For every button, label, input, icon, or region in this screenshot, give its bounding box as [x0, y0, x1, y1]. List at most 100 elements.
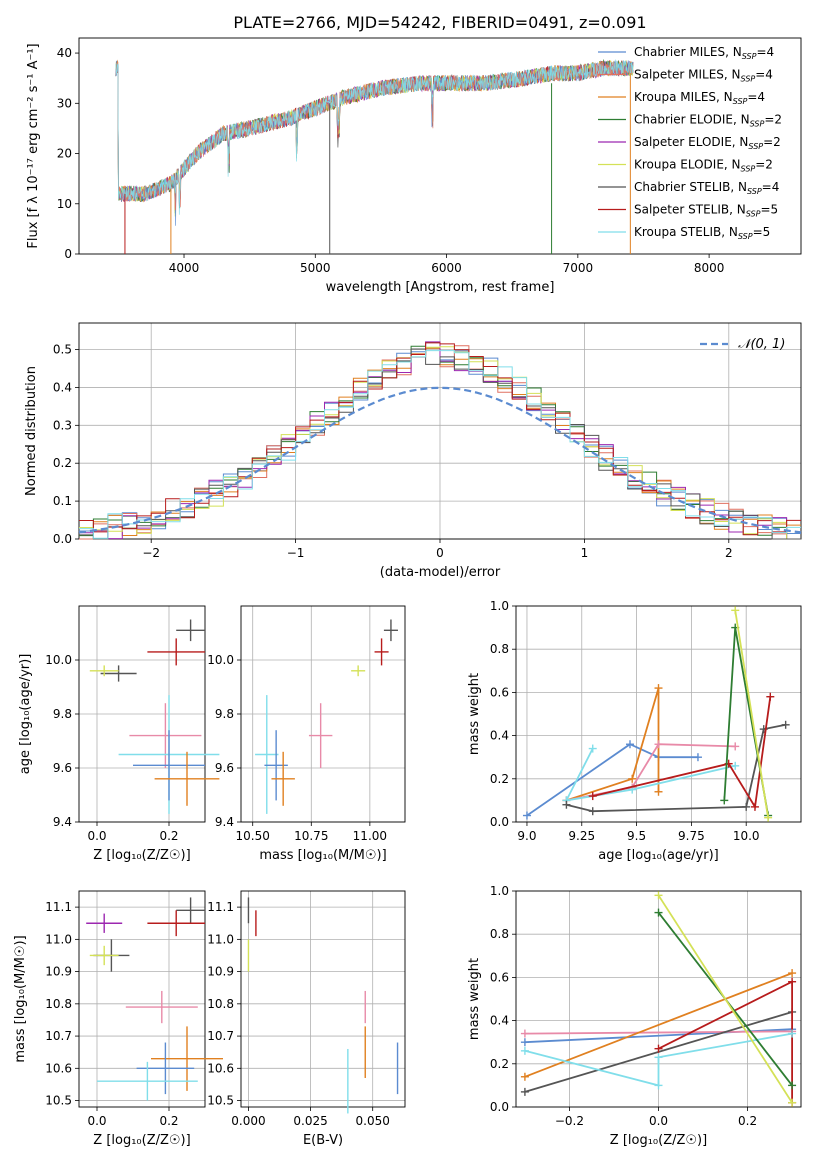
legend-subscript: SSP	[733, 97, 748, 106]
legend-entry: Kroupa MILES, NSSP=4	[634, 90, 765, 106]
mass-vs-metallicity-panel: 0.0 0.2 10.5 10.6 10.7 10.8 10.9 11.0 11.1 Z [log…	[13, 890, 223, 1148]
y-tick-label: 0.8	[490, 927, 509, 941]
x-tick-label: 9.25	[568, 829, 595, 843]
legend-entry: Chabrier STELIB, NSSP=4	[634, 180, 779, 196]
x-tick-label: 0.2	[159, 1114, 178, 1128]
y-tick-label: 9.4	[215, 815, 234, 829]
legend-text: Kroupa MILES, N	[634, 90, 733, 104]
x-tick-label: 0.0	[87, 1114, 106, 1128]
x-tick-label: 10.0	[733, 829, 760, 843]
x-tick-label: 0.025	[293, 1114, 327, 1128]
y-tick-label: 10.0	[207, 653, 234, 667]
y-tick-label: 11.0	[45, 932, 72, 946]
y-tick-label: 10.6	[207, 1061, 234, 1075]
legend-text: =2	[764, 113, 782, 127]
y-axis-label: age [log₁₀(age/yr)]	[18, 654, 33, 775]
x-axis-label: mass [log₁₀(M/M☉)]	[259, 848, 386, 863]
y-tick-label: 0.3	[53, 418, 72, 432]
y-tick-label: 40	[57, 46, 72, 60]
normal-curve	[78, 386, 802, 534]
mass-vs-ebv-panel: 0.000 0.025 0.050 10.5 10.6 10.7 10.8 10.9 11.0 1…	[207, 890, 406, 1148]
x-tick-label: 6000	[431, 261, 462, 275]
y-tick-label: 11.1	[207, 900, 234, 914]
legend-entry: 𝒩(0, 1)	[738, 337, 785, 352]
series-line-krou_miles	[566, 687, 660, 802]
residual-histogram-panel: −2 −1 0 1 2 0.0 0.1 0.2 0.3 0.4 0.5 (data-model)/er…	[24, 322, 802, 580]
y-tick-label: 0	[64, 247, 72, 261]
legend-entry: Salpeter ELODIE, NSSP=2	[634, 135, 781, 151]
x-axis-label: E(B-V)	[303, 1133, 343, 1148]
x-tick-label: 8000	[694, 261, 725, 275]
y-tick-label: 1.0	[490, 884, 509, 898]
legend-subscript: SSP	[741, 165, 756, 174]
y-tick-label: 10.9	[45, 965, 72, 979]
series-line-pink	[524, 1030, 793, 1035]
y-tick-label: 0.4	[490, 729, 509, 743]
x-tick-label: 0.2	[738, 1114, 757, 1128]
y-tick-label: 0.0	[53, 532, 72, 546]
y-axis-label: mass weight	[467, 673, 482, 755]
series-line-chab_miles	[526, 743, 698, 817]
y-tick-label: 10.0	[45, 653, 72, 667]
legend-text: Salpeter ELODIE, N	[634, 135, 748, 149]
y-tick-label: 10	[57, 197, 72, 211]
legend-subscript: SSP	[742, 52, 757, 61]
x-tick-label: 10.75	[294, 829, 328, 843]
legend-text: =2	[755, 158, 773, 172]
legend-entry: Salpeter STELIB, NSSP=5	[634, 203, 778, 219]
axes-frame	[78, 322, 802, 540]
x-tick-label: 0	[436, 546, 444, 560]
massweight-vs-metallicity-panel: −0.2 0.0 0.2 0.0 0.2 0.4 0.6 0.8 1.0 Z [log₁₀(Z/Z…	[467, 884, 802, 1148]
y-axis-label: mass weight	[467, 958, 482, 1040]
legend-entry: Salpeter MILES, NSSP=4	[634, 68, 773, 84]
x-axis-label: Z [log₁₀(Z/Z☉)]	[610, 1133, 707, 1148]
legend-text: =5	[753, 225, 771, 239]
x-tick-label: 0.0	[649, 1114, 668, 1128]
axes-frame	[78, 37, 802, 255]
axes-frame	[515, 605, 802, 823]
x-tick-label: 9.0	[517, 829, 536, 843]
y-tick-label: 0.6	[490, 970, 509, 984]
y-tick-label: 9.6	[215, 761, 234, 775]
axes-frame	[515, 890, 802, 1108]
legend-subscript: SSP	[750, 120, 765, 129]
age-vs-metallicity-panel: 0.0 0.2 9.4 9.6 9.8 10.0 Z [log₁₀(Z/Z☉)] age [l…	[18, 605, 220, 863]
x-tick-label: 0.0	[87, 829, 106, 843]
y-tick-label: 10.5	[207, 1094, 234, 1108]
y-axis-label: Normed distribution	[24, 366, 39, 496]
y-tick-label: 10.6	[45, 1061, 72, 1075]
y-tick-label: 9.4	[53, 815, 72, 829]
x-tick-label: −1	[287, 546, 305, 560]
spectrum-line-krou_stelib	[115, 58, 634, 215]
y-tick-label: 0.2	[490, 772, 509, 786]
legend-text: Salpeter MILES, N	[634, 68, 741, 82]
y-tick-label: 0.0	[490, 815, 509, 829]
y-tick-label: 9.8	[215, 707, 234, 721]
y-tick-label: 0.2	[53, 456, 72, 470]
age-vs-mass-panel: 10.50 10.75 11.00 9.4 9.6 9.8 10.0 mass [log₁₀(…	[207, 605, 406, 863]
histogram-krou_elodie	[79, 346, 801, 540]
histogram-salp_stelib	[79, 342, 801, 536]
series-line-krou_elodie	[734, 610, 769, 818]
y-tick-label: 0.2	[490, 1057, 509, 1071]
x-axis-label: wavelength [Angstrom, rest frame]	[326, 280, 555, 295]
y-tick-label: 9.8	[53, 707, 72, 721]
legend-text: Chabrier STELIB, N	[634, 180, 747, 194]
legend-subscript: SSP	[746, 210, 761, 219]
y-tick-label: 11.1	[45, 900, 72, 914]
y-tick-label: 10.7	[45, 1029, 72, 1043]
series-line-krou_miles	[524, 972, 793, 1078]
legend-entry: Kroupa STELIB, NSSP=5	[634, 225, 770, 241]
x-axis-label: (data-model)/error	[380, 565, 501, 580]
series-line-chab_stelib	[566, 723, 786, 813]
axes-frame	[78, 605, 206, 823]
y-tick-label: 0.4	[490, 1014, 509, 1028]
legend-entry: Chabrier MILES, NSSP=4	[634, 45, 774, 61]
y-tick-label: 0.6	[490, 685, 509, 699]
y-tick-label: 11.0	[207, 932, 234, 946]
x-tick-label: −2	[142, 546, 160, 560]
y-tick-label: 0.0	[490, 1100, 509, 1114]
x-tick-label: 1	[581, 546, 589, 560]
y-tick-label: 30	[57, 96, 72, 110]
